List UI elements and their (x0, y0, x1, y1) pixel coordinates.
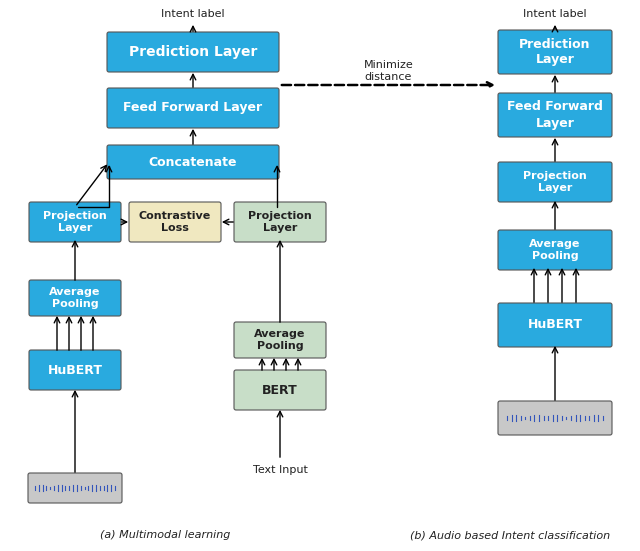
Text: Average
Pooling: Average Pooling (49, 287, 100, 309)
FancyBboxPatch shape (498, 303, 612, 347)
Text: Projection
Layer: Projection Layer (248, 211, 312, 233)
FancyBboxPatch shape (29, 350, 121, 390)
Text: Intent label: Intent label (161, 9, 225, 19)
Text: (b) Audio based Intent classification: (b) Audio based Intent classification (410, 530, 610, 540)
FancyBboxPatch shape (107, 32, 279, 72)
FancyBboxPatch shape (498, 230, 612, 270)
Text: Intent label: Intent label (523, 9, 587, 19)
FancyBboxPatch shape (107, 145, 279, 179)
FancyBboxPatch shape (29, 202, 121, 242)
FancyBboxPatch shape (107, 88, 279, 128)
Text: BERT: BERT (262, 383, 298, 397)
FancyBboxPatch shape (498, 162, 612, 202)
Text: (a) Multimodal learning: (a) Multimodal learning (100, 530, 230, 540)
FancyBboxPatch shape (129, 202, 221, 242)
FancyBboxPatch shape (234, 322, 326, 358)
Text: Average
Pooling: Average Pooling (529, 239, 580, 261)
Text: Projection
Layer: Projection Layer (523, 171, 587, 193)
Text: Contrastive
Loss: Contrastive Loss (139, 211, 211, 233)
Text: Concatenate: Concatenate (148, 155, 237, 169)
FancyBboxPatch shape (234, 202, 326, 242)
Text: Average
Pooling: Average Pooling (254, 329, 306, 351)
FancyBboxPatch shape (234, 370, 326, 410)
Text: Text Input: Text Input (253, 465, 307, 475)
Text: HuBERT: HuBERT (527, 318, 582, 332)
FancyBboxPatch shape (29, 280, 121, 316)
Text: HuBERT: HuBERT (47, 364, 102, 376)
Text: Prediction Layer: Prediction Layer (129, 45, 257, 59)
FancyBboxPatch shape (28, 473, 122, 503)
Text: Feed Forward
Layer: Feed Forward Layer (507, 100, 603, 129)
Text: Minimize
distance: Minimize distance (364, 60, 413, 82)
FancyBboxPatch shape (498, 401, 612, 435)
Text: Feed Forward Layer: Feed Forward Layer (124, 101, 262, 115)
FancyBboxPatch shape (498, 93, 612, 137)
Text: Prediction
Layer: Prediction Layer (519, 37, 591, 67)
FancyBboxPatch shape (498, 30, 612, 74)
Text: Projection
Layer: Projection Layer (43, 211, 107, 233)
